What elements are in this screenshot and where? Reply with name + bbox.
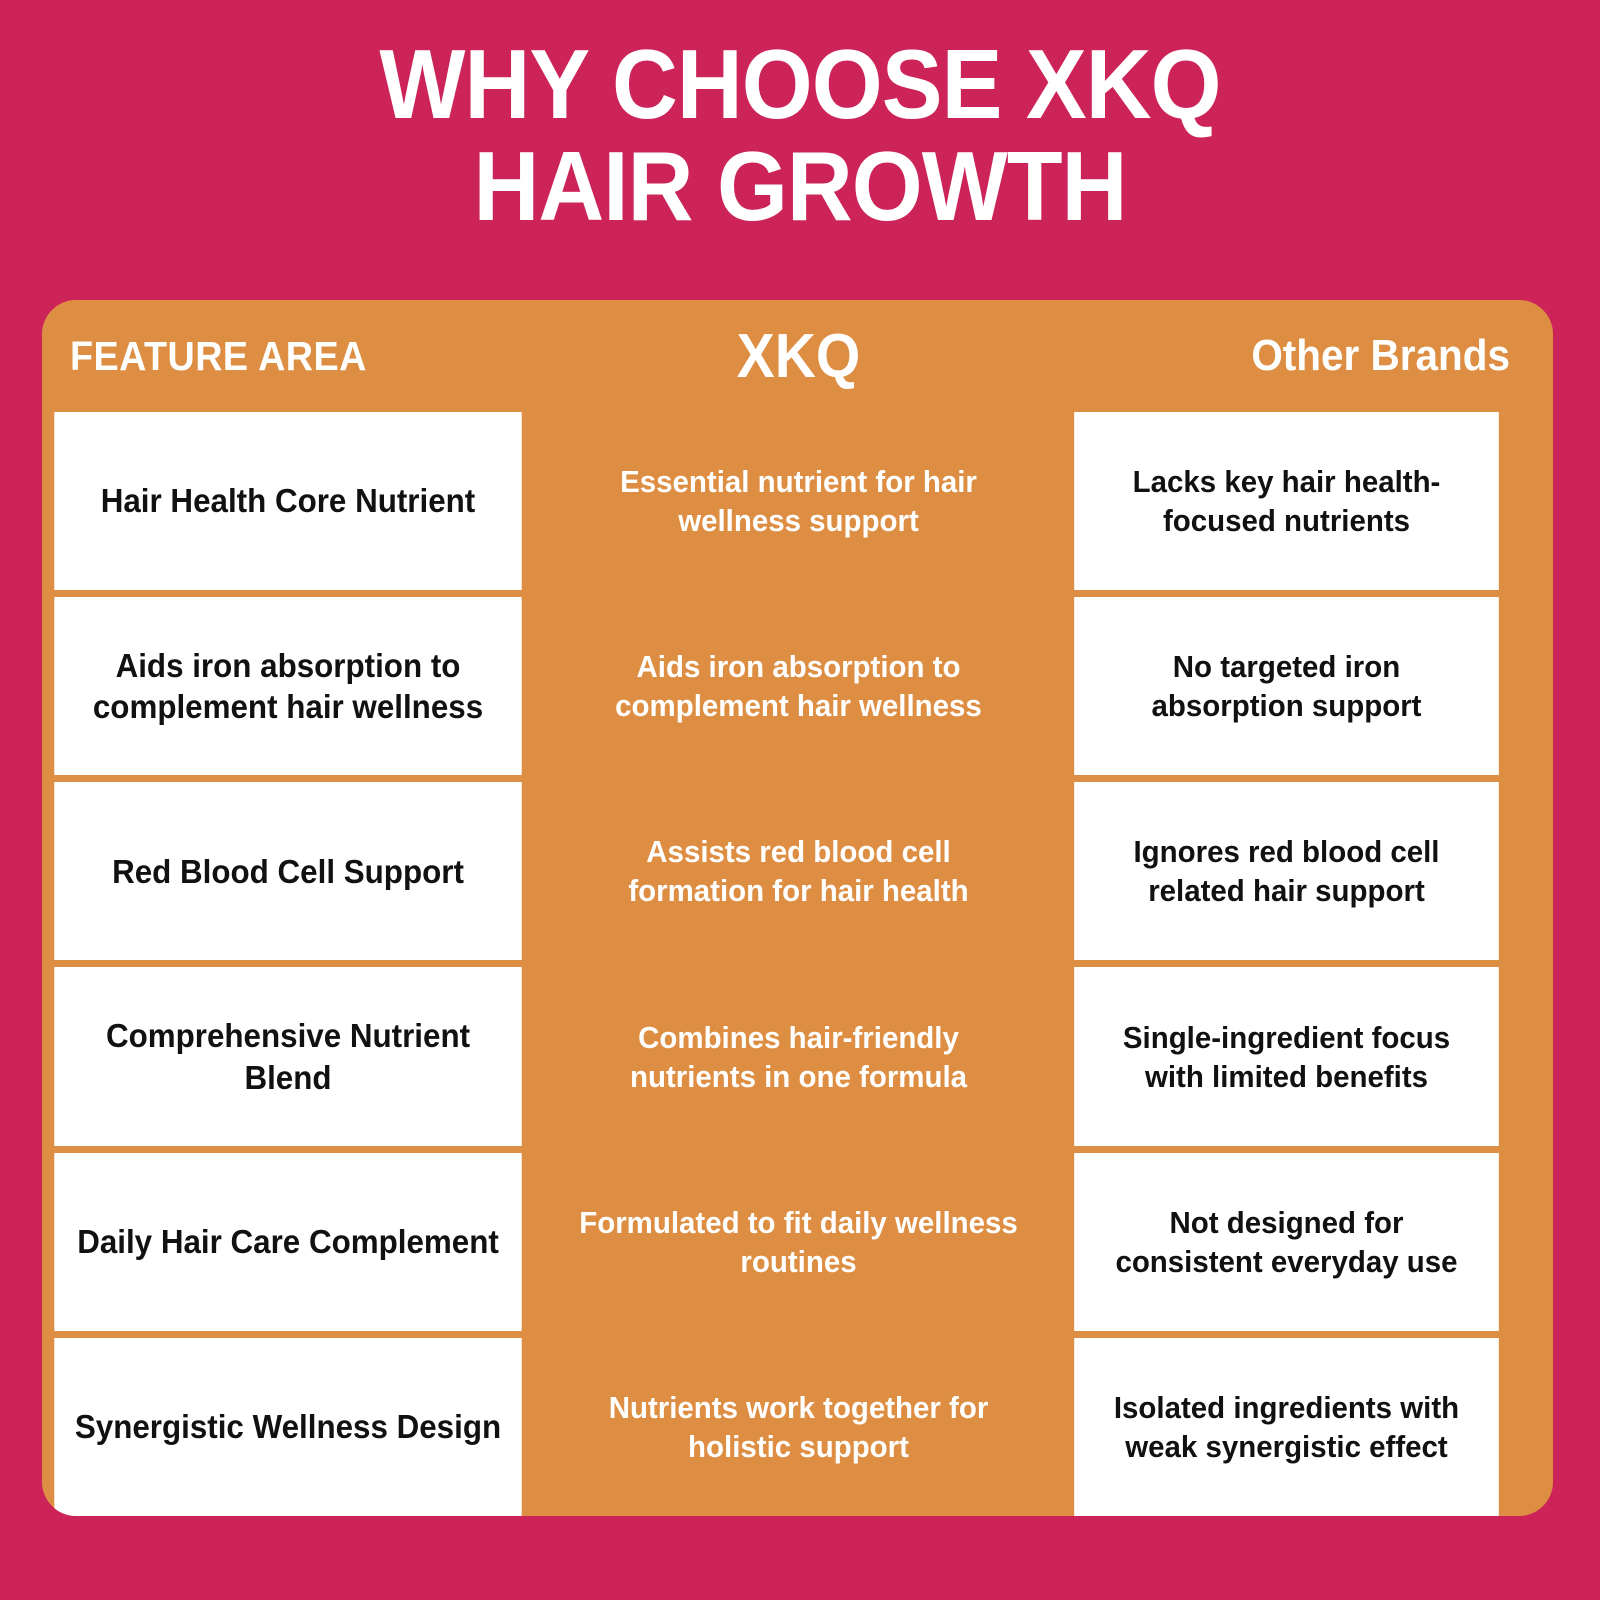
cell-xkq: Nutrients work together for holistic sup… [608,1389,989,1464]
row-separator [42,960,1553,968]
row-separator-segment [1510,1330,1553,1338]
cell-feature-area: Red Blood Cell Support [54,782,522,961]
row-separator-segment [1063,775,1510,783]
cell-other-brands: Ignores red blood cell related hair supp… [1074,782,1499,961]
cell-xkq: Assists red blood cell formation for hai… [628,834,969,909]
row-separator [42,1330,1553,1338]
cell-xkq: Combines hair-friendly nutrients in one … [629,1019,968,1094]
cell-feature-area: Daily Hair Care Complement [54,1152,522,1331]
column-header-xkq: XKQ [736,321,861,391]
row-separator-segment [534,1145,1063,1153]
cell-feature-area: Hair Health Core Nutrient [54,412,522,591]
table-row: Daily Hair Care Complement Formulated to … [42,1152,1553,1331]
row-gutter [1510,1153,1553,1331]
cell-feature-area: Synergistic Wellness Design [54,1337,522,1516]
row-separator-segment [1063,960,1510,968]
row-separator-segment [42,590,534,598]
row-separator-segment [534,960,1063,968]
row-separator-segment [1063,1145,1510,1153]
row-gutter [1510,597,1553,775]
table-row: Synergistic Wellness Design Nutrients wor… [42,1337,1553,1516]
cell-other-brands: Lacks key hair health-focused nutrients [1074,412,1499,591]
comparison-table-card: FEATURE AREA XKQ Other Brands Hair Healt… [42,300,1553,1516]
row-gutter [1510,1338,1553,1516]
row-separator-segment [42,960,534,968]
cell-other-brands: Isolated ingredients with weak synergist… [1074,1337,1499,1516]
cell-xkq: Formulated to fit daily wellness routine… [579,1204,1018,1279]
row-gutter [1510,967,1553,1145]
page-title-line-1: WHY CHOOSE XKQ [379,29,1221,139]
row-separator-segment [1510,1145,1553,1153]
table-header-row: FEATURE AREA XKQ Other Brands [42,300,1553,412]
table-body: Hair Health Core Nutrient Essential nutri… [42,412,1553,1516]
table-row: Hair Health Core Nutrient Essential nutri… [42,412,1553,591]
row-separator [42,590,1553,598]
cell-xkq: Aids iron absorption to complement hair … [615,649,982,724]
column-header-other-brands: Other Brands [1251,331,1510,380]
cell-other-brands: Single-ingredient focus with limited ben… [1074,967,1499,1146]
cell-other-brands: Not designed for consistent everyday use [1074,1152,1499,1331]
row-separator-segment [534,1330,1063,1338]
row-separator-segment [42,1145,534,1153]
cell-feature-area: Comprehensive Nutrient Blend [54,967,522,1146]
row-separator-segment [1510,960,1553,968]
page-title-line-2: HAIR GROWTH [473,130,1127,241]
cell-xkq: Essential nutrient for hair wellness sup… [620,464,977,539]
row-separator-segment [42,775,534,783]
row-separator-segment [534,775,1063,783]
row-gutter [1510,782,1553,960]
table-row: Comprehensive Nutrient Blend Combines hai… [42,967,1553,1146]
table-row: Red Blood Cell Support Assists red blood … [42,782,1553,961]
row-separator-segment [1510,775,1553,783]
page-title: WHY CHOOSE XKQ HAIR GROWTH [56,29,1544,241]
row-gutter [1510,412,1553,590]
cell-other-brands: No targeted iron absorption support [1074,597,1499,776]
cell-feature-area: Aids iron absorption to complement hair … [54,597,522,776]
row-separator [42,775,1553,783]
row-separator-segment [534,590,1063,598]
row-separator-segment [1063,590,1510,598]
column-header-feature-area: FEATURE AREA [70,332,367,379]
table-row: Aids iron absorption to complement hair … [42,597,1553,776]
row-separator-segment [42,1330,534,1338]
row-separator [42,1145,1553,1153]
row-separator-segment [1063,1330,1510,1338]
row-separator-segment [1510,590,1553,598]
